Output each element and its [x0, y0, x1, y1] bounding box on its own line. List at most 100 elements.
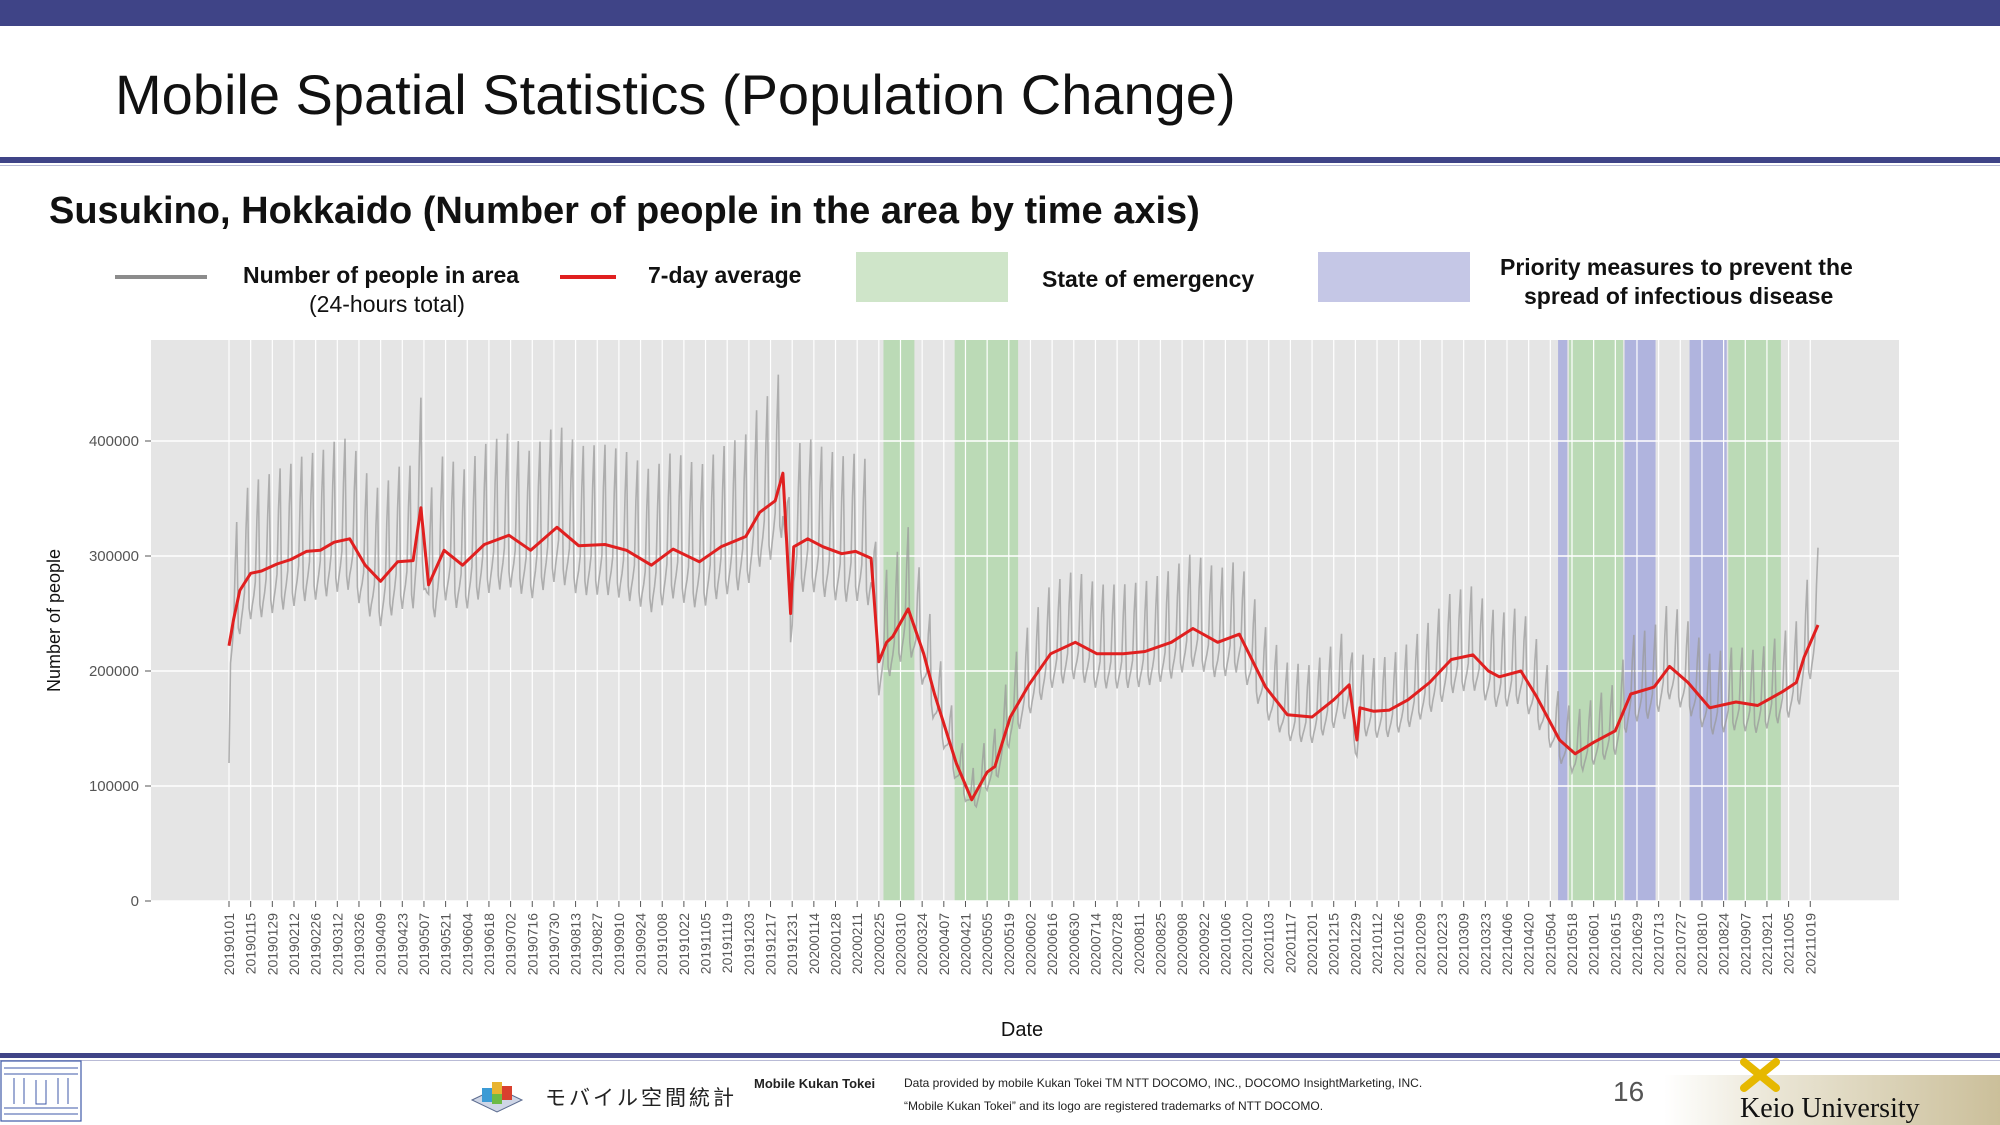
- x-tick-label: 20190702: [503, 913, 519, 976]
- x-tick-label: 20191105: [698, 913, 714, 974]
- x-tick-label: 20201006: [1217, 913, 1233, 976]
- x-tick-label: 20191119: [719, 913, 735, 973]
- keio-pen-mark: [1740, 1058, 1780, 1092]
- x-tick-label: 20210406: [1499, 913, 1515, 976]
- x-tick-label: 20190409: [373, 913, 389, 976]
- x-tick-label: 20191022: [676, 913, 692, 976]
- legend-priority-label-2: spread of infectious disease: [1524, 283, 1834, 309]
- x-tick-label: 20200211: [849, 913, 865, 974]
- x-tick-label: 20210323: [1477, 913, 1493, 976]
- left-logo: [0, 1060, 82, 1122]
- x-tick-label: 20190618: [481, 913, 497, 976]
- top-accent-bar: [0, 0, 2000, 26]
- x-tick-label: 20210713: [1651, 913, 1667, 976]
- x-tick-label: 20210907: [1737, 913, 1753, 976]
- x-tick-label: 20210727: [1672, 913, 1688, 976]
- x-tick-label: 20200908: [1174, 913, 1190, 976]
- x-tick-label: 20210518: [1564, 913, 1580, 976]
- x-tick-label: 20210810: [1694, 913, 1710, 976]
- x-tick-label: 20200407: [936, 913, 952, 976]
- x-tick-label: 20200728: [1109, 913, 1125, 976]
- university-name: Keio University: [1740, 1093, 1920, 1124]
- x-tick-label: 20191231: [784, 913, 800, 976]
- x-tick-label: 20190423: [394, 913, 410, 976]
- x-tick-label: 20210209: [1412, 913, 1428, 976]
- legend-avg-label: 7-day average: [648, 262, 802, 288]
- x-tick-label: 20200630: [1066, 913, 1082, 976]
- x-tick-label: 20210309: [1456, 913, 1472, 976]
- x-tick-label: 20190604: [459, 913, 475, 976]
- x-tick-label: 20190813: [568, 913, 584, 976]
- y-tick-label: 200000: [89, 663, 139, 680]
- x-tick-label: 20190129: [264, 913, 280, 976]
- chart-subtitle: Susukino, Hokkaido (Number of people in …: [49, 190, 1200, 232]
- x-tick-label: 20200114: [806, 913, 822, 974]
- y-axis: 0 100000 200000 300000 400000: [89, 433, 151, 910]
- page-number: 16: [1613, 1076, 1645, 1107]
- x-tick-label: 20201103: [1261, 913, 1277, 974]
- x-tick-label: 20200225: [871, 913, 887, 976]
- avg-series: [227, 471, 1820, 802]
- x-axis: 20190101 20190115 20190129 20190212 20190226…: [221, 901, 1818, 975]
- mobile-kukan-tokei-logo: [470, 1082, 524, 1113]
- x-tick-label: 20210615: [1607, 913, 1623, 976]
- x-tick-label: 20190924: [633, 913, 649, 976]
- page-title: Mobile Spatial Statistics (Population Ch…: [115, 63, 1236, 126]
- x-tick-label: 20190827: [589, 913, 605, 976]
- x-tick-label: 20201020: [1239, 913, 1255, 976]
- legend-avg-swatch: [560, 275, 616, 279]
- footer-divider: [0, 1053, 2000, 1058]
- x-tick-label: 20210223: [1434, 913, 1450, 976]
- legend-daily-sublabel: (24-hours total): [309, 291, 465, 317]
- x-tick-label: 20190521: [438, 913, 454, 976]
- credit-line-1: Data provided by mobile Kukan Tokei TM N…: [904, 1076, 1423, 1090]
- x-tick-label: 20190507: [416, 913, 432, 976]
- x-tick-label: 20210504: [1542, 913, 1558, 976]
- x-tick-label: 20200602: [1022, 913, 1038, 976]
- priority-band: [1624, 340, 1656, 901]
- x-tick-label: 20200714: [1087, 913, 1103, 976]
- priority-band: [1558, 340, 1568, 901]
- x-tick-label: 20200519: [1001, 913, 1017, 976]
- avg-line: [227, 471, 1820, 802]
- x-tick-label: 20200825: [1152, 913, 1168, 976]
- x-tick-label: 20190716: [524, 913, 540, 976]
- x-tick-label: 20190730: [546, 913, 562, 976]
- x-tick-label: 20190101: [221, 913, 237, 976]
- x-tick-label: 20190910: [611, 913, 627, 976]
- credit-line-2: “Mobile Kukan Tokei” and its logo are re…: [904, 1099, 1324, 1113]
- x-tick-label: 20200616: [1044, 913, 1060, 976]
- title-divider-thin: [0, 165, 2000, 166]
- emergency-band: [1568, 340, 1624, 901]
- x-tick-label: 20210112: [1369, 913, 1385, 974]
- x-tick-label: 20210126: [1391, 913, 1407, 976]
- x-tick-label: 20200324: [914, 913, 930, 976]
- x-tick-label: 20200922: [1196, 913, 1212, 976]
- x-tick-label: 20201215: [1326, 913, 1342, 976]
- x-tick-label: 20191008: [654, 913, 670, 976]
- x-tick-label: 20211019: [1802, 913, 1818, 974]
- emergency-band: [1728, 340, 1781, 901]
- x-tick-label: 20190115: [243, 913, 259, 974]
- x-tick-label: 20190226: [308, 913, 324, 976]
- legend-priority-swatch: [1318, 252, 1470, 302]
- footer-divider-thin: [0, 1060, 2000, 1061]
- x-tick-label: 20210824: [1716, 913, 1732, 976]
- mkt-jp-label: モバイル空間統計: [545, 1087, 737, 1110]
- legend-priority-label-1: Priority measures to prevent the: [1500, 254, 1853, 280]
- legend-daily-label: Number of people in area: [243, 262, 520, 288]
- x-tick-label: 20210629: [1629, 913, 1645, 976]
- legend-emergency-label: State of emergency: [1042, 266, 1255, 292]
- x-tick-label: 20190212: [286, 913, 302, 976]
- y-tick-label: 400000: [89, 433, 139, 450]
- legend-emergency-swatch: [856, 252, 1008, 302]
- priority-band: [1689, 340, 1727, 901]
- x-tick-label: 20210921: [1759, 913, 1775, 976]
- x-tick-label: 20210601: [1586, 913, 1602, 976]
- y-tick-label: 0: [131, 893, 139, 910]
- x-tick-label: 20200811: [1131, 913, 1147, 974]
- keio-banner: [1664, 1075, 2000, 1125]
- x-tick-label: 20190326: [351, 913, 367, 976]
- x-tick-label: 20200421: [957, 913, 973, 976]
